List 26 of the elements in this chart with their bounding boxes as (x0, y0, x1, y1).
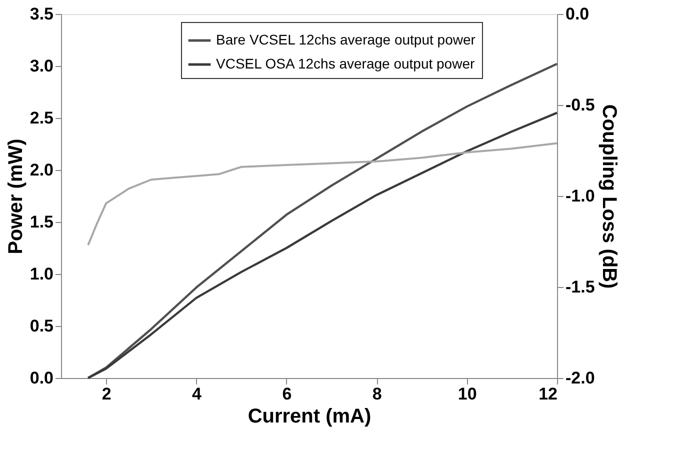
y-tick-label: 0.0 (30, 368, 54, 388)
legend-label: VCSEL OSA 12chs average output power (216, 56, 475, 72)
x-tick-label: 4 (192, 384, 202, 404)
y-tick-label: 1.5 (30, 212, 54, 232)
x-tick-label: 10 (458, 384, 477, 404)
y2-tick-label: 0.0 (566, 4, 590, 24)
y2-tick-label: -1.5 (566, 278, 595, 296)
y-tick-label: 3.5 (30, 4, 54, 24)
x-tick-label: 6 (282, 384, 292, 404)
line-series (86, 112, 558, 380)
x-tick-label: 2 (102, 384, 112, 404)
y2-tick-label: -1.0 (566, 186, 595, 206)
y2-axis-title: Coupling Loss (dB) (598, 104, 620, 289)
y-tick-label: 0.5 (30, 316, 54, 336)
x-tick-label: 8 (372, 384, 382, 404)
y-tick-label: 2.0 (30, 160, 54, 180)
y-tick-label: 2.5 (30, 108, 54, 128)
y-axis-title: Power (mW) (4, 138, 27, 254)
x-axis-title: Current (mA) (248, 406, 372, 428)
y2-tick-label: -0.5 (566, 96, 595, 114)
legend-label: Bare VCSEL 12chs average output power (216, 32, 476, 48)
y2-tick-label: -2.0 (566, 368, 595, 388)
line-series (87, 142, 558, 246)
x-tick-label: 12 (538, 384, 558, 404)
y-tick-label: 1.0 (30, 264, 54, 284)
y-tick-label: 3.0 (30, 56, 54, 76)
